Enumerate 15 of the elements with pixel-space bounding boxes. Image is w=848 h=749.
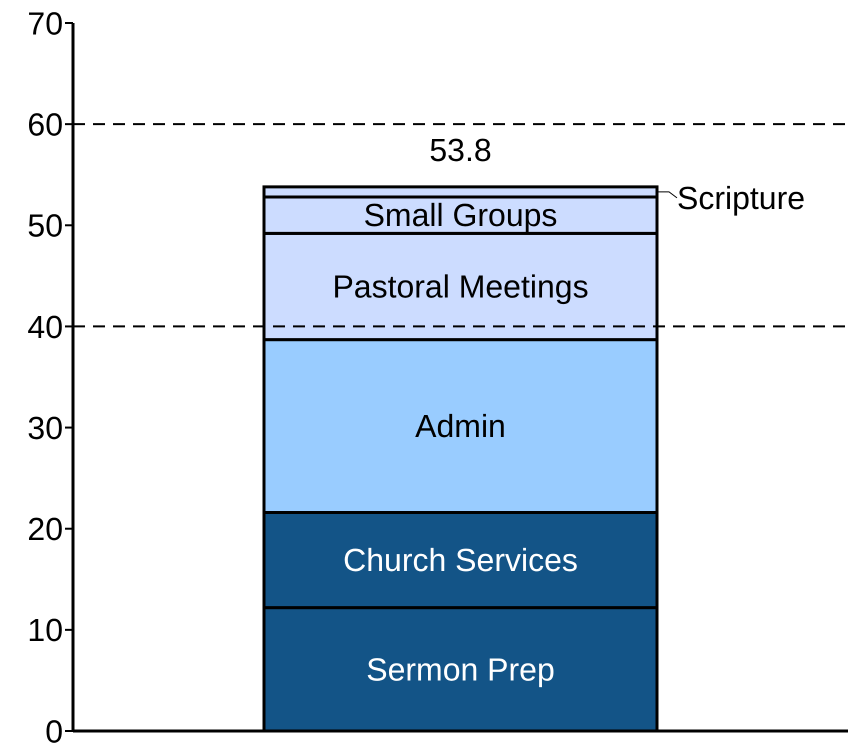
series-label: Church Services: [343, 542, 578, 578]
y-tick-label: 10: [27, 612, 63, 648]
y-tick-label: 20: [27, 511, 63, 548]
y-tick-label: 30: [27, 410, 63, 446]
y-tick-label: 70: [27, 5, 63, 42]
y-tick-label: 50: [27, 208, 63, 244]
legend-label: Scripture: [677, 180, 806, 216]
series-label: Sermon Prep: [366, 651, 555, 688]
y-tick-label: 0: [45, 713, 63, 749]
y-tick-label: 60: [27, 106, 63, 143]
series-label: Pastoral Meetings: [332, 268, 589, 304]
series-label: Admin: [415, 408, 506, 444]
total-label: 53.8: [429, 132, 492, 168]
y-tick-label: 40: [27, 308, 63, 345]
series-label: Small Groups: [364, 197, 558, 234]
